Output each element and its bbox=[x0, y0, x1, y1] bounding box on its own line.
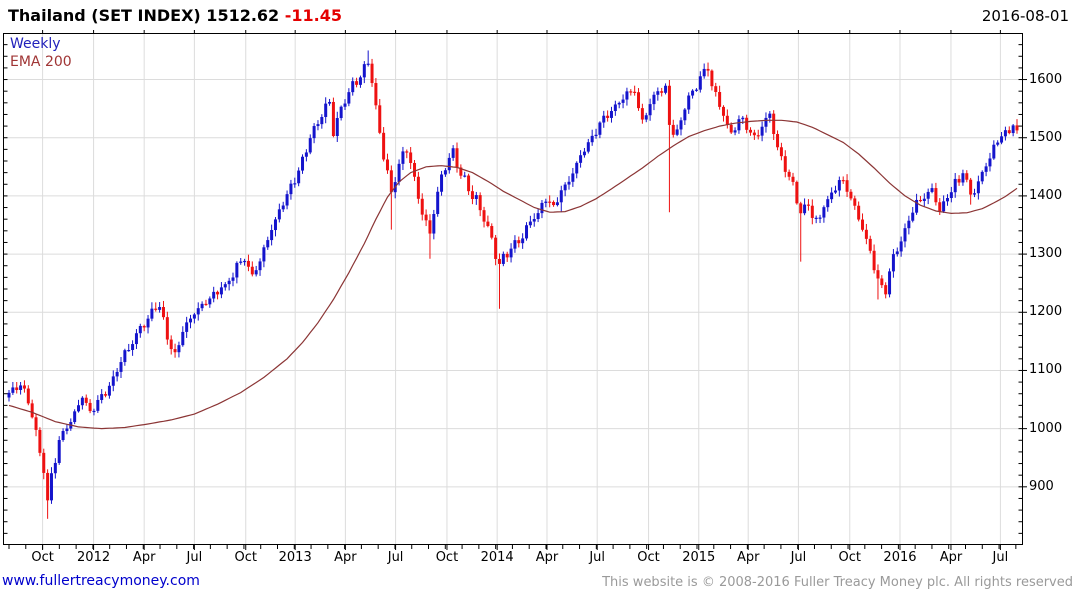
x-tick-label: Oct bbox=[234, 550, 257, 565]
x-tick-label: Jul bbox=[387, 550, 404, 565]
x-tick-label: Apr bbox=[736, 550, 760, 565]
instrument-title: Thailand (SET INDEX) 1512.62 bbox=[8, 6, 280, 25]
price-change: -11.45 bbox=[284, 6, 343, 25]
x-tick-label: Oct bbox=[838, 550, 861, 565]
y-tick-label: 1200 bbox=[1029, 304, 1063, 320]
x-tick-label: Oct bbox=[637, 550, 660, 565]
website-link[interactable]: www.fullertreacymoney.com bbox=[2, 573, 200, 589]
x-tick-label: Jul bbox=[589, 550, 606, 565]
page-title: Thailand (SET INDEX) 1512.62 -11.45 bbox=[8, 6, 342, 25]
chart-date: 2016-08-01 bbox=[981, 7, 1069, 25]
x-tick-label: 2015 bbox=[682, 550, 716, 565]
legend-series-label: Weekly bbox=[10, 36, 61, 52]
x-tick-label: Oct bbox=[435, 550, 459, 565]
x-tick-label: Jul bbox=[992, 550, 1009, 565]
y-tick-label: 1000 bbox=[1029, 420, 1063, 436]
y-tick-label: 1100 bbox=[1029, 362, 1063, 378]
y-tick-label: 900 bbox=[1029, 478, 1054, 494]
x-tick-label: 2014 bbox=[480, 550, 514, 565]
x-tick-label: Apr bbox=[334, 550, 357, 565]
y-tick-label: 1300 bbox=[1029, 246, 1063, 262]
x-tick-label: Apr bbox=[535, 550, 559, 565]
x-tick-label: 2013 bbox=[278, 550, 312, 565]
legend-ema-label: EMA 200 bbox=[10, 54, 72, 70]
x-tick-label: Oct bbox=[31, 550, 54, 565]
x-tick-label: 2012 bbox=[77, 550, 111, 565]
x-tick-label: Jul bbox=[186, 550, 203, 565]
candlestick-chart bbox=[3, 30, 1027, 550]
y-tick-label: 1400 bbox=[1029, 187, 1063, 203]
y-tick-label: 1500 bbox=[1029, 129, 1063, 145]
copyright-text: This website is © 2008-2016 Fuller Treac… bbox=[602, 575, 1073, 590]
y-tick-label: 1600 bbox=[1029, 71, 1063, 87]
x-tick-label: Apr bbox=[939, 550, 963, 565]
x-tick-label: Jul bbox=[790, 550, 807, 565]
x-tick-label: Apr bbox=[132, 550, 156, 565]
chart-plot-area bbox=[3, 30, 1027, 550]
x-tick-label: 2016 bbox=[883, 550, 917, 565]
